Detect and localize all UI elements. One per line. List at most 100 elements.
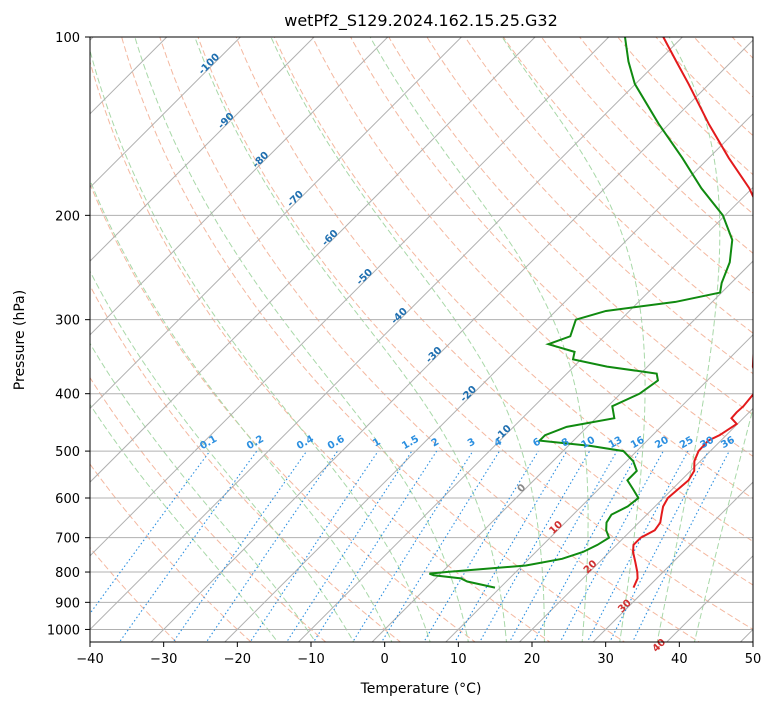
moist-adiabat bbox=[90, 179, 393, 642]
dry-adiabat bbox=[311, 37, 753, 500]
moist-adiabat bbox=[90, 270, 355, 642]
mixing-ratio-line bbox=[172, 450, 308, 642]
isotherm bbox=[90, 37, 168, 115]
temperature-profile bbox=[632, 37, 753, 589]
mixing-ratio-line bbox=[454, 450, 568, 642]
y-tick-label: 800 bbox=[55, 566, 80, 581]
moist-adiabat bbox=[90, 342, 317, 642]
mixing-ratio-line bbox=[312, 450, 438, 642]
background-lines bbox=[90, 37, 753, 642]
dewpoint-profile bbox=[429, 37, 734, 589]
isotherm-label: 0 bbox=[516, 482, 529, 495]
y-tick-label: 400 bbox=[55, 388, 80, 403]
isotherm bbox=[592, 481, 753, 642]
moist-adiabat bbox=[656, 37, 721, 642]
isotherm bbox=[150, 39, 753, 642]
isotherm-label: 40 bbox=[651, 637, 669, 655]
x-tick-label: −30 bbox=[150, 652, 177, 667]
y-tick-label: 1000 bbox=[47, 623, 80, 638]
isotherm bbox=[90, 37, 315, 262]
mixing-ratio-label: 0.4 bbox=[295, 434, 316, 452]
chart-title: wetPf2_S129.2024.162.15.25.G32 bbox=[284, 11, 558, 31]
isotherm bbox=[224, 113, 753, 642]
x-tick-label: 0 bbox=[381, 652, 389, 667]
mixing-ratio-label: 25 bbox=[678, 435, 696, 452]
mixing-ratio-label: 2 bbox=[430, 436, 442, 449]
mixing-ratio-label: 4 bbox=[492, 436, 504, 449]
moist-adiabat bbox=[90, 48, 431, 642]
dry-adiabat bbox=[540, 37, 753, 254]
mixing-ratio-line bbox=[249, 450, 379, 642]
isotherm-label: -80 bbox=[251, 150, 272, 171]
dry-adiabat bbox=[90, 284, 402, 642]
dry-adiabat bbox=[121, 37, 626, 642]
y-tick-label: 100 bbox=[55, 31, 80, 46]
mixing-ratio-line bbox=[631, 450, 730, 642]
mixing-ratio-label: 6 bbox=[531, 436, 543, 449]
isotherm bbox=[90, 37, 684, 631]
dry-adiabat bbox=[90, 60, 551, 642]
x-tick-label: −20 bbox=[224, 652, 251, 667]
dry-adiabat bbox=[502, 37, 753, 294]
y-tick-label: 900 bbox=[55, 596, 80, 611]
mixing-ratio-label: 8 bbox=[560, 436, 572, 449]
mixing-ratio-label: 3 bbox=[466, 436, 478, 449]
mixing-ratio-label: 0.1 bbox=[198, 434, 219, 452]
line-labels: 0.1 0.2 0.4 0.6 1 1.5 2 3 4 6 8 10 13 16 20 25 30 36-100-… bbox=[197, 52, 737, 655]
mixing-ratio-label: 36 bbox=[719, 435, 737, 452]
y-tick-label: 500 bbox=[55, 445, 80, 460]
y-axis-label: Pressure (hPa) bbox=[12, 290, 28, 390]
isotherm-label: -40 bbox=[389, 306, 410, 327]
x-tick-label: 10 bbox=[450, 652, 467, 667]
isotherm bbox=[445, 334, 753, 642]
isotherm bbox=[90, 37, 242, 189]
mixing-ratio-label: 20 bbox=[653, 435, 671, 452]
y-tick-label: 300 bbox=[55, 314, 80, 329]
isotherm-label: -90 bbox=[216, 111, 237, 132]
dry-adiabat bbox=[235, 37, 753, 586]
isotherm bbox=[90, 37, 610, 557]
x-tick-label: 40 bbox=[671, 652, 688, 667]
dry-adiabat bbox=[655, 37, 753, 137]
x-tick-label: 20 bbox=[524, 652, 541, 667]
dry-adiabat bbox=[464, 37, 753, 334]
isotherm bbox=[90, 37, 463, 410]
y-tick-label: 600 bbox=[55, 492, 80, 507]
mixing-ratio-line bbox=[609, 450, 709, 642]
dry-adiabat bbox=[350, 37, 753, 457]
mixing-ratio-line bbox=[423, 450, 539, 642]
mixing-ratio-line bbox=[205, 450, 338, 642]
mixing-ratio-label: 1 bbox=[371, 436, 383, 449]
dry-adiabat bbox=[273, 37, 753, 543]
dry-adiabat bbox=[90, 463, 252, 642]
isotherm bbox=[90, 37, 536, 483]
isotherm bbox=[297, 186, 753, 642]
moist-adiabat bbox=[90, 403, 279, 642]
dry-adiabat bbox=[90, 546, 178, 642]
moist-adiabat bbox=[369, 37, 589, 642]
isotherm-label: 10 bbox=[548, 519, 566, 537]
x-tick-label: 50 bbox=[745, 652, 762, 667]
mixing-ratio-line bbox=[380, 450, 500, 642]
moist-adiabat bbox=[134, 37, 469, 642]
isotherm-label: 30 bbox=[616, 598, 634, 616]
moist-adiabat bbox=[270, 37, 545, 642]
isotherm bbox=[90, 37, 389, 336]
x-tick-label: −10 bbox=[297, 652, 324, 667]
x-tick-label: −40 bbox=[76, 652, 103, 667]
x-axis-label: Temperature (°C) bbox=[360, 681, 482, 697]
isotherm-label: -60 bbox=[320, 228, 341, 249]
moist-adiabat bbox=[194, 37, 507, 642]
dry-adiabat bbox=[731, 37, 753, 59]
isotherm bbox=[518, 407, 753, 642]
mixing-ratio-line bbox=[118, 450, 258, 642]
mixing-ratio-line bbox=[533, 450, 640, 642]
y-tick-label: 200 bbox=[55, 209, 80, 224]
dry-adiabat bbox=[90, 182, 476, 642]
mixing-ratio-line bbox=[286, 450, 413, 642]
mixing-ratio-line bbox=[479, 450, 591, 642]
plot-frame bbox=[89, 36, 754, 643]
dry-adiabat bbox=[90, 376, 327, 642]
x-tick-label: 30 bbox=[597, 652, 614, 667]
